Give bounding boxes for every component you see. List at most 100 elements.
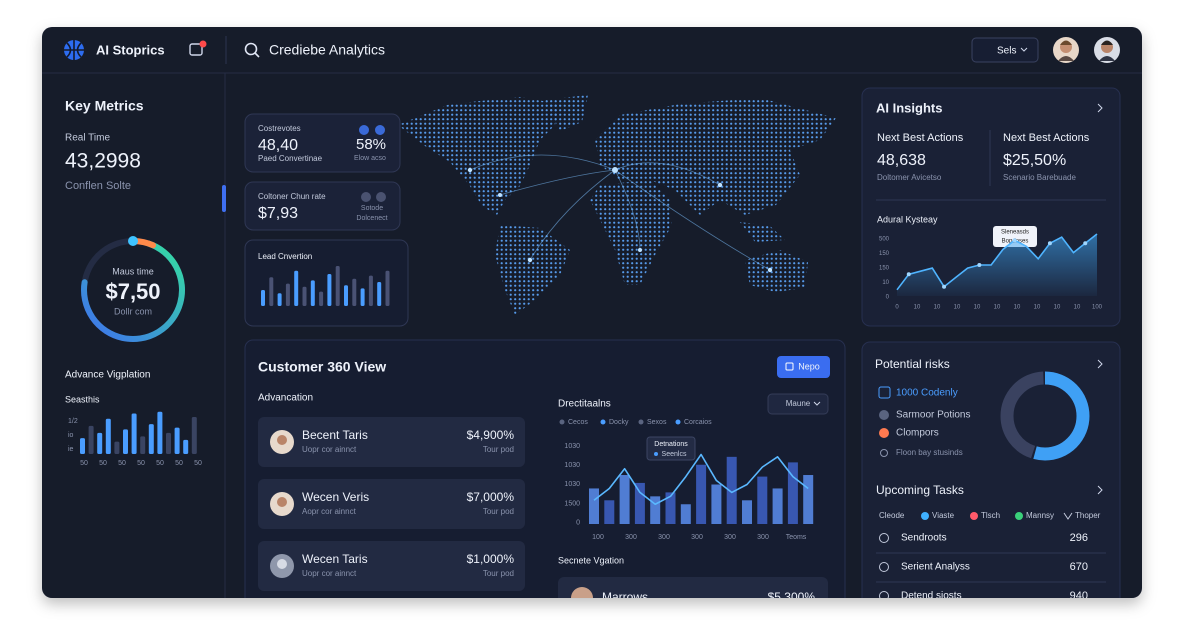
bar: [665, 492, 676, 524]
legend-dot: [559, 419, 565, 425]
chevron[interactable]: [1097, 485, 1103, 495]
chart-title: Lead Cnvertion: [258, 252, 312, 261]
bar: [344, 285, 348, 306]
bar: [368, 275, 373, 306]
y-tick-label: 1030: [564, 462, 580, 469]
metric-card: [244, 181, 401, 231]
point: [1012, 238, 1017, 243]
notification-icon[interactable]: [189, 40, 207, 56]
bar: [183, 439, 189, 454]
bar: [604, 500, 615, 524]
x-tick-label: 10: [1074, 305, 1081, 311]
point: [1047, 241, 1052, 246]
card-value: 58%: [356, 136, 386, 153]
item-value: $4,900%: [467, 428, 515, 442]
bar: [360, 288, 365, 306]
bar: [327, 274, 332, 306]
bar: [787, 462, 798, 524]
item-name: Wecen Taris: [302, 552, 368, 566]
task-icon: [879, 533, 889, 543]
bar: [114, 441, 120, 454]
legend-label: Corcaios: [684, 419, 712, 426]
section-title: Advancation: [258, 393, 313, 404]
gauge-knob: [128, 236, 138, 246]
dropdown-label: Maune: [786, 399, 811, 408]
dropdown-button[interactable]: [971, 37, 1039, 63]
dropdown[interactable]: [767, 393, 829, 415]
legend-dot: [1015, 512, 1023, 520]
search-title: Crediebe Analytics: [269, 42, 385, 58]
avatar-face: [277, 559, 287, 569]
tooltip: [646, 436, 696, 461]
list-item[interactable]: [558, 577, 828, 617]
bar: [757, 476, 768, 524]
metric-value: $25,50%: [1003, 152, 1066, 169]
task-name: Serient Analyss: [901, 562, 970, 573]
indicator: [361, 192, 371, 202]
tooltip: [993, 226, 1037, 247]
bar: [191, 417, 197, 454]
bar: [277, 293, 282, 306]
card-label: Sotode: [361, 205, 383, 212]
card-value: $7,93: [258, 205, 298, 222]
point: [906, 272, 911, 277]
risk-item: Sarmoor Potions: [896, 410, 970, 421]
x-tick-label: 300: [658, 534, 670, 541]
tooltip-text: Seenlcs: [662, 451, 687, 458]
x-tick-label: 300: [691, 534, 703, 541]
chevron[interactable]: [1097, 103, 1103, 113]
panel-title: Potential risks: [875, 357, 950, 371]
y-tick-label: 150: [879, 266, 890, 272]
y-tick-label: 1500: [564, 500, 580, 507]
legend-dot: [921, 512, 929, 520]
metric-value: 43,2998: [65, 150, 141, 173]
legend-label: Thoper: [1075, 511, 1101, 520]
x-tick-label: 50: [99, 460, 107, 467]
bar: [123, 429, 128, 454]
x-tick-label: 50: [194, 460, 202, 467]
legend-label: Cleode: [879, 511, 905, 520]
chart-card: [244, 239, 409, 327]
area: [897, 234, 1097, 296]
y-tick-label: io: [68, 432, 74, 439]
card-label: Costrevotes: [258, 124, 301, 133]
action-button[interactable]: [777, 356, 830, 378]
card-label: Dolcenect: [356, 215, 387, 222]
x-tick-label: 300: [757, 534, 769, 541]
search-icon[interactable]: [244, 42, 260, 58]
chevron[interactable]: [1097, 359, 1103, 369]
x-tick-label: 300: [625, 534, 637, 541]
icon: [880, 449, 888, 457]
item-sub: Tour pod: [483, 507, 514, 516]
list-item[interactable]: [258, 479, 525, 529]
panel-title: Upcoming Tasks: [876, 483, 964, 497]
risks-panel: [861, 341, 1121, 598]
task-name: Sendroots: [901, 533, 947, 544]
task-icon: [879, 591, 889, 598]
bar: [148, 424, 154, 454]
risk-item: 1000 Codenly: [896, 388, 958, 399]
avatar[interactable]: [1094, 37, 1120, 63]
bar: [269, 277, 274, 306]
icon: [879, 428, 889, 438]
bar: [140, 436, 146, 454]
chevron: [1020, 47, 1028, 52]
task-name: Detend siosts: [901, 591, 962, 602]
bar: [88, 425, 94, 454]
bar: [335, 266, 340, 306]
x-tick-label: 50: [175, 460, 183, 467]
x-tick-label: 10: [994, 305, 1001, 311]
bar: [97, 432, 103, 454]
avatar[interactable]: [1053, 37, 1079, 63]
risk-item: Clompors: [896, 428, 939, 439]
x-tick-label: 50: [80, 460, 88, 467]
list-item[interactable]: [258, 417, 525, 467]
panel-title: Customer 360 View: [258, 359, 386, 375]
y-tick-label: 500: [879, 237, 890, 243]
active-indicator: [222, 185, 226, 212]
bar: [261, 290, 265, 306]
y-tick-label: 1030: [564, 481, 580, 488]
content: AI Stoprics Crediebe Analytics Sels Key Met…: [42, 36, 1142, 617]
list-item[interactable]: [258, 541, 525, 591]
bar: [696, 464, 707, 524]
